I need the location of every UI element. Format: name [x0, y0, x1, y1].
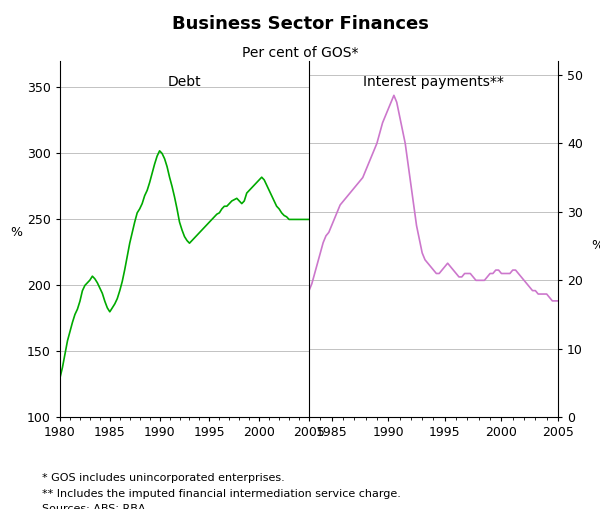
Text: Business Sector Finances: Business Sector Finances	[172, 15, 428, 33]
Text: Interest payments**: Interest payments**	[363, 75, 504, 90]
Text: Debt: Debt	[167, 75, 202, 90]
Text: Per cent of GOS*: Per cent of GOS*	[242, 46, 358, 60]
Text: * GOS includes unincorporated enterprises.: * GOS includes unincorporated enterprise…	[42, 473, 285, 484]
Text: ** Includes the imputed financial intermediation service charge.: ** Includes the imputed financial interm…	[42, 489, 401, 499]
Y-axis label: %: %	[591, 239, 600, 252]
Y-axis label: %: %	[10, 226, 22, 239]
Text: Sources: ABS; RBA: Sources: ABS; RBA	[42, 504, 146, 509]
